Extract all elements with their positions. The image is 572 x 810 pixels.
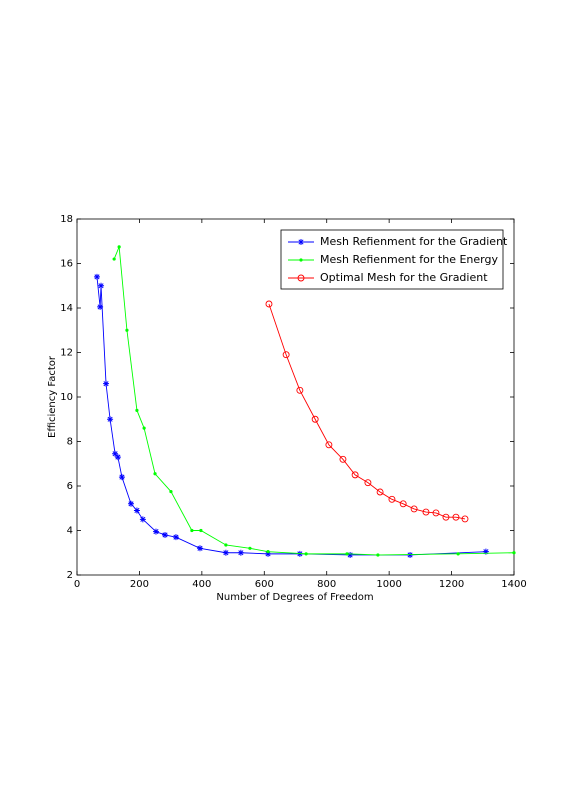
marker (345, 552, 349, 556)
marker (282, 351, 290, 359)
marker (265, 550, 272, 557)
marker (456, 552, 460, 556)
x-tick-label: 600 (255, 579, 274, 590)
y-tick-label: 6 (67, 481, 73, 492)
marker (442, 513, 450, 521)
marker (452, 513, 460, 521)
x-tick-label: 0 (74, 579, 80, 590)
marker (399, 500, 407, 508)
marker (107, 416, 114, 423)
legend-label: Mesh Refienment for the Energy (320, 253, 498, 266)
marker (196, 545, 203, 552)
marker (98, 282, 105, 289)
marker (376, 553, 380, 557)
marker (482, 548, 489, 555)
marker (133, 507, 140, 514)
marker (266, 550, 270, 554)
marker (128, 500, 135, 507)
legend-box (280, 229, 504, 290)
marker (114, 454, 121, 461)
marker (162, 531, 169, 538)
y-tick-label: 8 (67, 437, 73, 448)
x-tick-label: 1000 (376, 579, 401, 590)
marker (125, 328, 129, 332)
marker (199, 528, 203, 533)
y-tick-label: 12 (60, 348, 73, 359)
marker (112, 450, 119, 457)
legend-label: Optimal Mesh for the Gradient (320, 271, 488, 284)
y-axis-label: Efficiency Factor (47, 355, 58, 438)
legend-marker (298, 239, 304, 245)
marker (364, 479, 372, 487)
marker (118, 474, 125, 481)
legend-marker (299, 258, 303, 262)
marker (512, 551, 516, 555)
y-tick-label: 18 (60, 214, 73, 225)
marker (347, 551, 354, 558)
series-line (268, 303, 466, 520)
y-tick-label: 4 (67, 526, 73, 537)
marker (135, 408, 139, 412)
marker (153, 472, 157, 476)
marker (311, 415, 319, 423)
marker (103, 380, 110, 387)
marker (351, 471, 359, 479)
marker (461, 515, 469, 523)
y-tick-label: 10 (60, 392, 73, 403)
marker (237, 549, 244, 556)
y-tick-label: 2 (67, 570, 73, 581)
marker (265, 300, 273, 308)
x-tick-label: 1400 (501, 579, 526, 590)
marker (339, 455, 347, 463)
marker (410, 505, 418, 513)
marker (97, 303, 104, 310)
marker (172, 534, 179, 541)
marker (190, 528, 194, 533)
marker (93, 273, 100, 280)
x-tick-label: 200 (130, 579, 149, 590)
marker (139, 516, 146, 523)
x-axis-label: Number of Degrees of Freedom (216, 592, 373, 603)
marker (422, 508, 430, 516)
x-tick-label: 800 (317, 579, 336, 590)
marker (117, 245, 121, 249)
marker (248, 546, 252, 550)
marker (304, 552, 308, 556)
x-tick-label: 1200 (439, 579, 464, 590)
legend-marker (297, 274, 305, 282)
series-line (96, 276, 486, 556)
marker (224, 543, 228, 547)
marker (376, 488, 384, 496)
x-tick-label: 400 (192, 579, 211, 590)
marker (112, 257, 116, 261)
marker (142, 426, 146, 430)
legend-label: Mesh Refienment for the Gradient (320, 235, 508, 248)
marker (388, 495, 396, 503)
marker (222, 549, 229, 556)
marker (152, 528, 159, 535)
y-tick-label: 14 (60, 303, 73, 314)
marker (169, 489, 173, 494)
marker (296, 386, 304, 394)
marker (325, 441, 333, 449)
y-tick-label: 16 (60, 259, 73, 270)
marker (432, 509, 440, 517)
